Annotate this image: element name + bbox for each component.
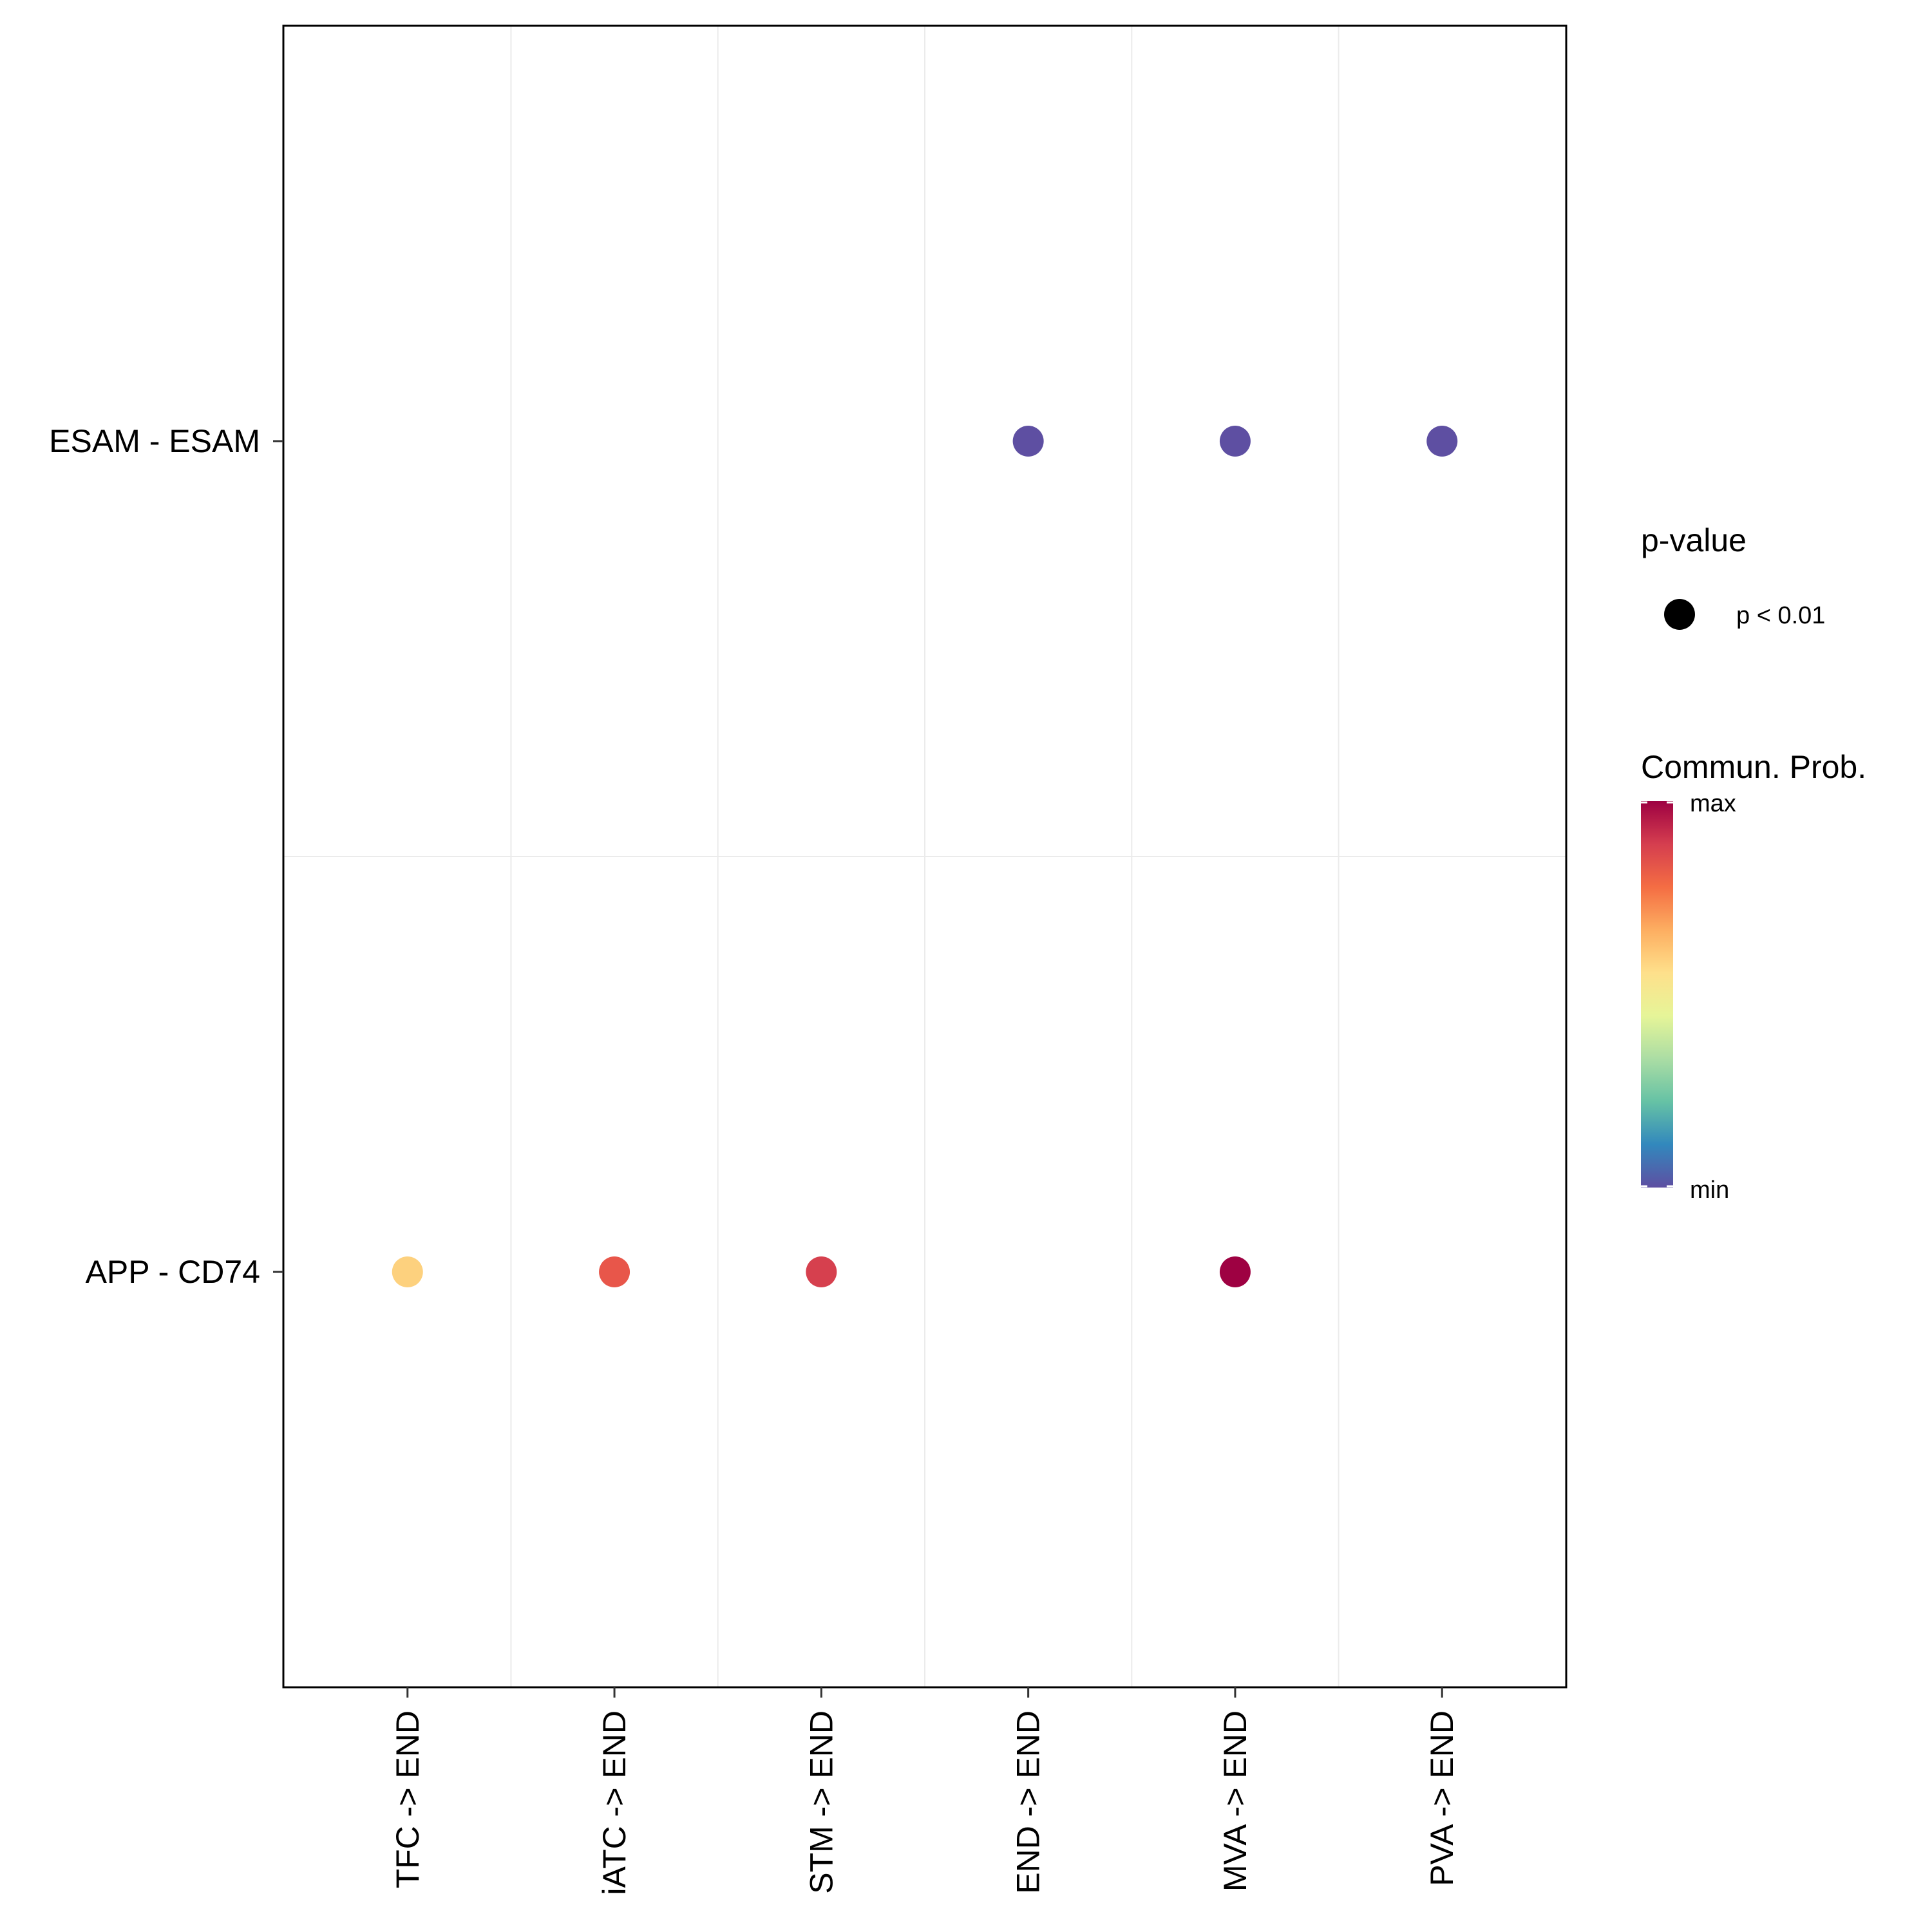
x-axis: TFC -> END iATC -> END STM -> END END -> EN… (390, 1687, 1460, 1895)
size-legend-title: p-value (1641, 522, 1747, 558)
color-bar (1641, 801, 1673, 1188)
y-axis: APP - CD74 ESAM - ESAM (49, 423, 283, 1290)
data-points (392, 426, 1458, 1287)
point-app-cd74-mva-end (1219, 1256, 1251, 1287)
x-tick-label: STM -> END (803, 1710, 839, 1894)
x-tick-label: PVA -> END (1424, 1710, 1460, 1886)
plot-border (282, 24, 1567, 1689)
color-bar-min-label: min (1690, 1177, 1729, 1204)
gridlines (283, 26, 1566, 1687)
x-tick-label: MVA -> END (1217, 1710, 1253, 1891)
x-tick-label: END -> END (1010, 1710, 1046, 1894)
point-esam-esam-end-end (1012, 426, 1044, 457)
x-tick-label: iATC -> END (596, 1710, 632, 1895)
point-app-cd74-iatc-end (599, 1256, 630, 1287)
color-bar-max-label: max (1690, 790, 1736, 817)
legend: p-value p < 0.01 Commun. Prob. max min (1641, 522, 1866, 1204)
point-esam-esam-mva-end (1219, 426, 1251, 457)
point-esam-esam-pva-end (1426, 426, 1458, 457)
y-tick-label: ESAM - ESAM (49, 423, 260, 459)
point-app-cd74-stm-end (806, 1256, 837, 1287)
size-legend-key-dot (1664, 599, 1695, 630)
x-tick-label: TFC -> END (390, 1710, 426, 1888)
size-legend-label: p < 0.01 (1736, 602, 1825, 629)
point-app-cd74-tfc-end (392, 1256, 423, 1287)
color-legend-title: Commun. Prob. (1641, 749, 1866, 785)
y-tick-label: APP - CD74 (86, 1254, 260, 1290)
